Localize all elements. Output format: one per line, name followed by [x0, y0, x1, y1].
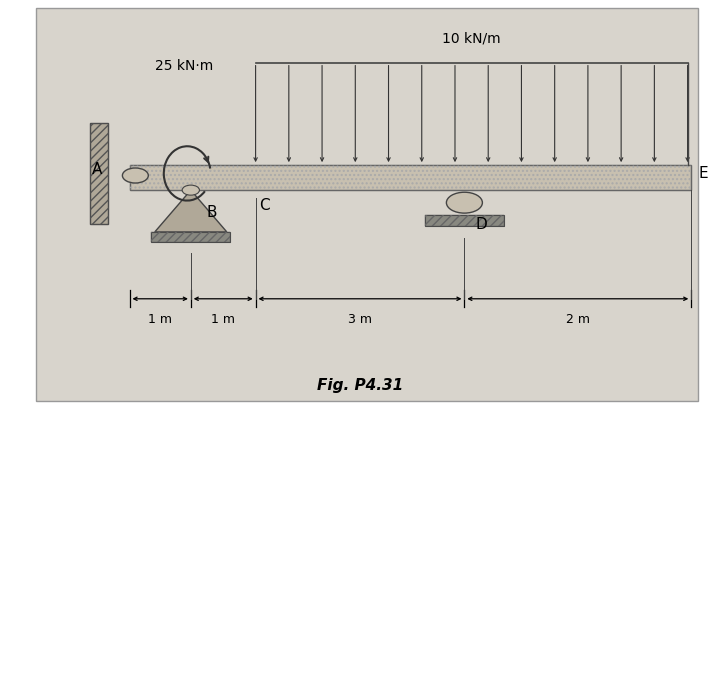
Bar [130, 165, 691, 190]
Circle shape [122, 168, 148, 183]
Text: Fig. P4.31: Fig. P4.31 [317, 378, 403, 393]
Polygon shape [155, 190, 227, 232]
Bar [130, 165, 691, 190]
Bar [425, 215, 504, 226]
Text: E: E [698, 166, 708, 181]
Text: B: B [207, 205, 217, 220]
Bar [90, 123, 108, 224]
Bar [425, 215, 504, 226]
Bar [90, 123, 108, 224]
Text: 25 kN·m: 25 kN·m [155, 59, 213, 73]
Text: C: C [259, 199, 270, 214]
Text: A: A [92, 162, 102, 177]
Text: 1 m: 1 m [211, 313, 235, 326]
Text: D: D [475, 217, 487, 233]
Circle shape [446, 192, 482, 213]
Text: 1 m: 1 m [148, 313, 172, 326]
Text: 10 kN/m: 10 kN/m [442, 32, 501, 46]
Text: 2 m: 2 m [566, 313, 590, 326]
Bar [151, 232, 230, 243]
Bar [151, 232, 230, 243]
Text: 3 m: 3 m [348, 313, 372, 326]
Circle shape [182, 185, 199, 195]
